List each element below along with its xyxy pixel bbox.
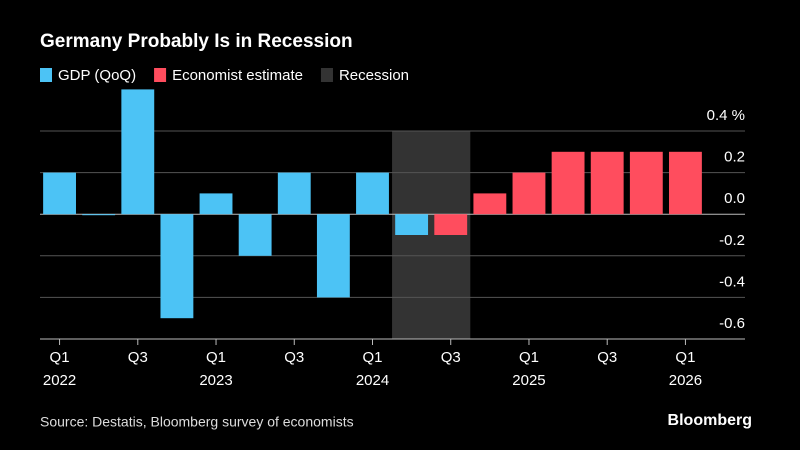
x-tick-year: 2026 [669,372,702,389]
bar [277,172,311,215]
brand: Bloomberg [668,412,752,429]
legend-swatch [320,68,333,82]
legend-swatch [154,68,167,82]
chart-title: Germany Probably Is in Recession [40,31,353,52]
x-tick-year: 2023 [199,372,232,389]
bar [43,172,76,215]
y-tick-label: 0.2 [724,149,745,166]
x-tick-year: 2022 [43,372,76,389]
x-tick-label: Q3 [284,349,304,366]
bar [121,89,155,215]
bar [316,214,350,298]
legend-swatch [40,68,52,82]
bar [160,214,194,319]
bar [669,151,702,215]
bar [629,151,663,215]
legend-label: Economist estimate [172,67,303,84]
source: Source: Destatis, Bloomberg survey of ec… [40,414,354,430]
x-tick-year: 2025 [512,372,545,389]
x-tick-label: Q1 [675,349,695,366]
bar [238,214,272,256]
y-tick-label: -0.6 [719,315,745,332]
bar [551,151,585,215]
bar [434,214,468,235]
x-tick-label: Q1 [519,349,539,366]
y-tick-label: 0.4 % [707,107,745,124]
bar [395,214,429,235]
bar [473,193,507,215]
x-tick-label: Q3 [128,349,148,366]
legend-label: Recession [339,67,409,84]
bar [82,214,116,216]
bar [199,193,233,215]
bar [512,172,546,215]
y-tick-label: -0.2 [719,232,745,249]
bar [356,172,389,215]
y-tick-label: 0.0 [724,190,745,207]
x-tick-label: Q1 [362,349,382,366]
bar [590,151,624,215]
legend-label: GDP (QoQ) [58,67,136,84]
x-tick-label: Q3 [597,349,617,366]
x-tick-label: Q1 [50,349,70,366]
y-tick-label: -0.4 [719,273,745,290]
x-tick-year: 2024 [356,372,389,389]
x-tick-label: Q3 [441,349,461,366]
x-tick-label: Q1 [206,349,226,366]
